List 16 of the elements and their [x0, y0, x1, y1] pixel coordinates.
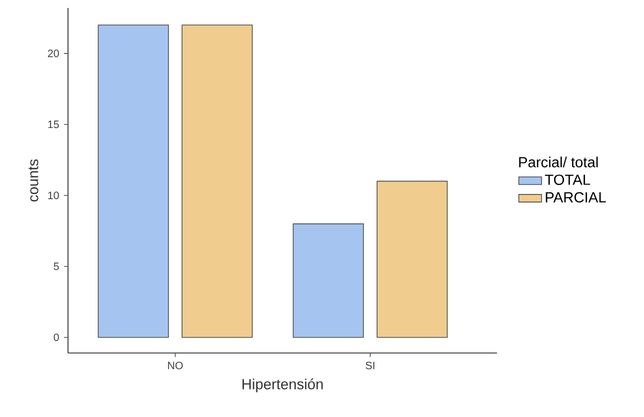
y-tick-label: 10 [48, 192, 59, 200]
bar [98, 24, 169, 338]
legend-label: PARCIAL [546, 192, 606, 203]
y-tick-label: 5 [54, 262, 59, 270]
y-tick-label: 15 [48, 120, 59, 128]
x-axis-title: Hipertensión [242, 378, 323, 392]
x-tick-label: NO [168, 362, 183, 370]
legend-title: Parcial/ total [519, 156, 598, 168]
x-tick-label: SI [366, 362, 374, 370]
bar [376, 180, 448, 338]
y-tick-label: 0 [54, 334, 59, 342]
bar [182, 24, 253, 338]
bar [292, 223, 364, 338]
y-axis-title: counts [28, 159, 38, 202]
y-tick-label: 20 [48, 50, 59, 58]
legend-label: TOTAL [544, 174, 590, 185]
